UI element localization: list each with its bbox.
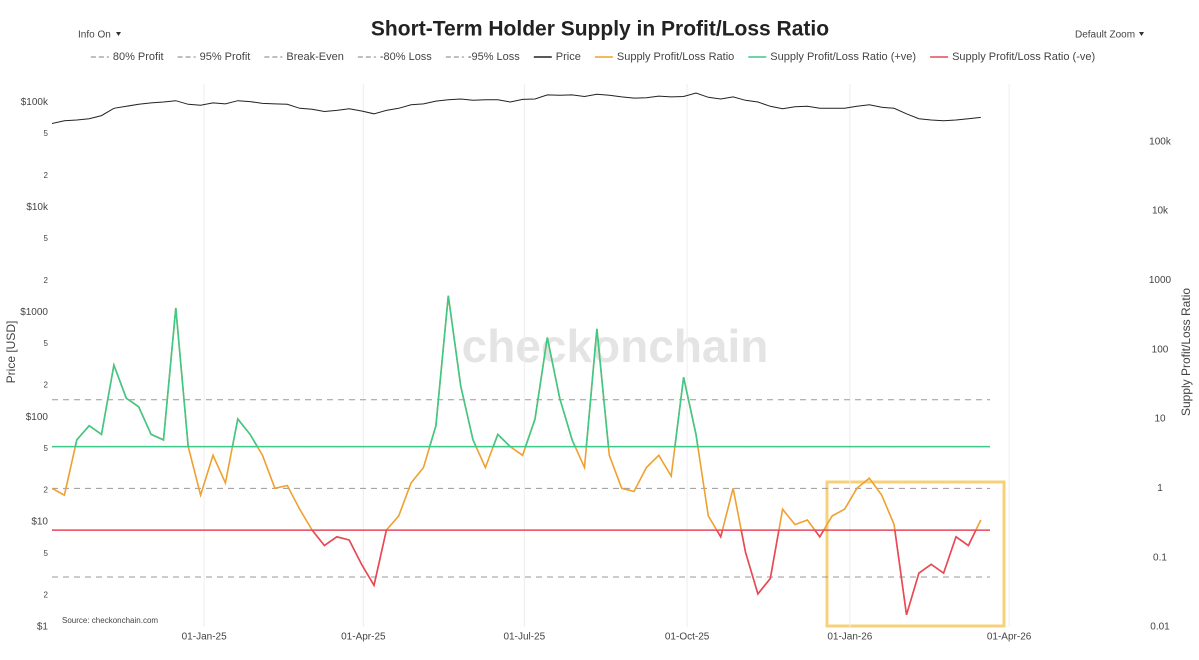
y2-tick-label: 10k: [1152, 206, 1169, 217]
plot: [52, 92, 990, 616]
legend-label: Price: [556, 51, 581, 63]
x-tick-label: 01-Jan-25: [182, 632, 227, 643]
x-tick-label: 01-Jul-25: [503, 632, 545, 643]
source: Source: checkonchain.com: [62, 616, 158, 625]
y2-axis-title: Supply Profit/Loss Ratio: [1179, 288, 1193, 416]
legend-label: Supply Profit/Loss Ratio (+ve): [770, 51, 916, 63]
y2-tick-label: 10: [1154, 414, 1166, 425]
y-tick-label: 5: [44, 339, 49, 348]
series-line: [52, 295, 982, 616]
y-tick-label: 5: [44, 444, 49, 453]
chart-title: Short-Term Holder Supply in Profit/Loss …: [371, 18, 829, 41]
x-tick-label: 01-Apr-25: [341, 632, 386, 643]
y2-tick-label: 100: [1152, 344, 1169, 355]
y-tick-label: 2: [44, 486, 49, 495]
y2-tick-label: 1000: [1149, 275, 1172, 286]
y-tick-label: $1000: [20, 307, 48, 318]
legend-label: -80% Loss: [380, 51, 432, 63]
y-tick-label: $1: [37, 622, 49, 633]
y-axis-title: Price [USD]: [4, 321, 18, 384]
y-tick-label: $100k: [21, 97, 49, 108]
legend-label: -95% Loss: [468, 51, 520, 63]
legend: 80% Profit 95% Profit Break-Even -80% Loss -…: [90, 51, 1095, 63]
legend-label: Supply Profit/Loss Ratio (-ve): [952, 51, 1095, 63]
legend-label: 80% Profit: [113, 51, 164, 63]
legend-label: Break-Even: [286, 51, 343, 63]
y-tick-label: 2: [44, 276, 49, 285]
y-tick-label: $10: [31, 517, 48, 528]
y2-tick-label: 1: [1157, 483, 1163, 494]
y2-tick-label: 0.1: [1153, 552, 1167, 563]
y-tick-label: $100: [26, 412, 49, 423]
watermark: checkonchain: [462, 320, 769, 372]
y-tick-label: 5: [44, 129, 49, 138]
x-tick-label: 01-Jan-26: [827, 632, 872, 643]
y-tick-label: 5: [44, 549, 49, 558]
y-tick-label: 2: [44, 171, 49, 180]
legend-label: 95% Profit: [200, 51, 251, 63]
highlight-box: [825, 480, 1006, 628]
dropdown-arrow[interactable]: [1139, 32, 1144, 36]
x-tick-label: 01-Apr-26: [987, 632, 1032, 643]
x-tick-label: 01-Oct-25: [665, 632, 710, 643]
y2-tick-label: 0.01: [1150, 622, 1170, 633]
legend-label: Supply Profit/Loss Ratio: [617, 51, 734, 63]
y-tick-label: $10k: [26, 202, 49, 213]
dropdown-arrow[interactable]: [116, 32, 121, 36]
series-line: [52, 92, 981, 124]
y-tick-label: 2: [44, 381, 49, 390]
y-tick-label: 2: [44, 591, 49, 600]
zoom-select[interactable]: Default Zoom: [1075, 30, 1135, 41]
y-tick-label: 5: [44, 234, 49, 243]
info-toggle[interactable]: Info On: [78, 30, 111, 41]
y2-tick-label: 100k: [1149, 136, 1172, 147]
